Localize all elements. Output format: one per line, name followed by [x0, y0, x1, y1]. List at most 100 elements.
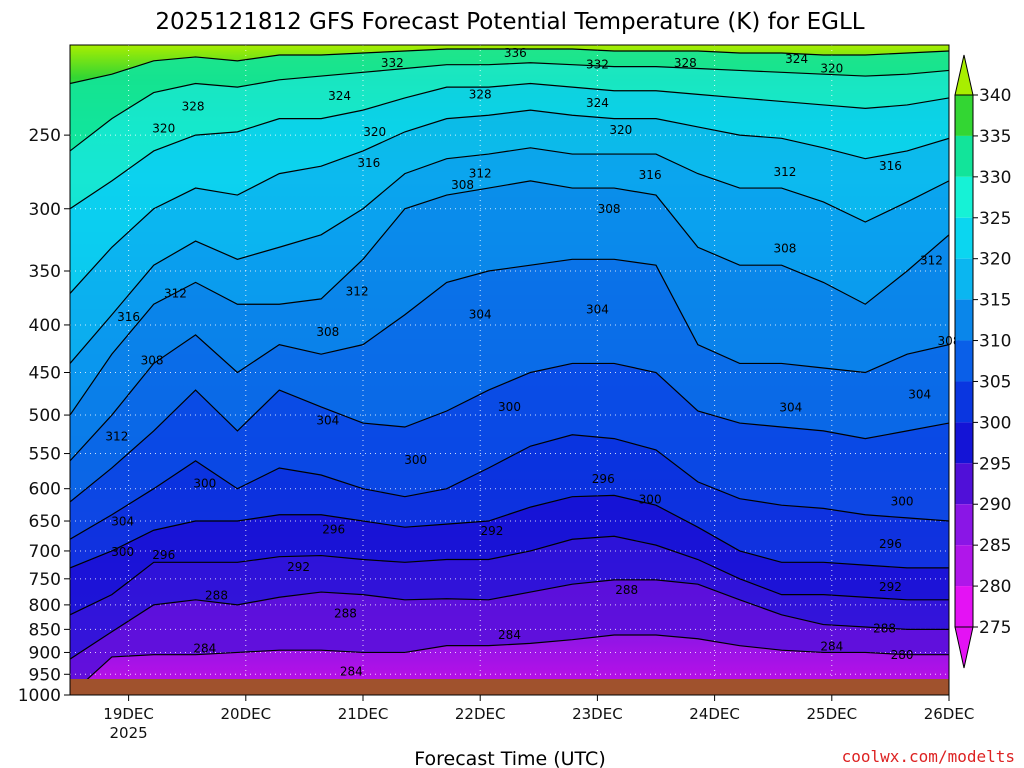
- contour-label: 312: [773, 165, 796, 179]
- x-tick-label-23DEC: 23DEC: [572, 705, 623, 723]
- contour-label: 296: [322, 523, 345, 537]
- y-tick-label-350: 350: [29, 262, 61, 282]
- colorbar-label-280: 280: [979, 577, 1011, 597]
- y-axis-ticks: 250 300 350 400 450 500 550 600 650 700 750 800 850 9…: [18, 126, 70, 706]
- contour-label: 332: [381, 56, 404, 70]
- terrain-surface: [70, 679, 949, 695]
- contour-label: 308: [141, 354, 164, 368]
- contour-label: 308: [451, 178, 474, 192]
- contour-label: 312: [105, 429, 128, 443]
- contour-label: 304: [316, 414, 339, 428]
- isentrope-288: [70, 579, 949, 660]
- colorbar-label-325: 325: [979, 209, 1011, 229]
- colorbar-label-310: 310: [979, 332, 1011, 352]
- y-tick-label-650: 650: [29, 512, 61, 532]
- contour-label: 312: [164, 286, 187, 300]
- colorbar-segment-335: [955, 135, 973, 177]
- contour-label: 328: [674, 56, 697, 70]
- temperature-band-300: [70, 363, 949, 540]
- temperature-band-324: [70, 62, 949, 209]
- contour-label: 300: [639, 492, 662, 506]
- colorbar-label-295: 295: [979, 454, 1011, 474]
- chart-title: 2025121812 GFS Forecast Potential Temper…: [155, 9, 864, 35]
- temperature-band-284: [70, 579, 949, 695]
- contour-label: 316: [639, 168, 662, 182]
- contour-label: 284: [193, 641, 216, 655]
- contour-label: 292: [287, 560, 310, 574]
- contour-label: 312: [346, 284, 369, 298]
- y-tick-label-500: 500: [29, 406, 61, 426]
- contour-label: 328: [182, 100, 205, 114]
- contour-label: 320: [820, 62, 843, 76]
- contour-label: 304: [779, 401, 802, 415]
- contour-label: 296: [592, 472, 615, 486]
- contour-label: 312: [469, 167, 492, 181]
- isentrope-316: [70, 147, 949, 364]
- contour-label: 316: [357, 156, 380, 170]
- isentrope-320: [70, 109, 949, 294]
- isentrope-308: [70, 258, 949, 462]
- contour-label: 300: [193, 476, 216, 490]
- y-tick-label-700: 700: [29, 542, 61, 562]
- x-axis-label: Forecast Time (UTC): [414, 748, 605, 768]
- y-tick-label-800: 800: [29, 596, 61, 616]
- isentrope-300: [70, 434, 949, 540]
- contour-label: 324: [785, 52, 808, 66]
- contour-label: 284: [820, 640, 843, 654]
- colorbar-label-340: 340: [979, 86, 1011, 106]
- x-tick-label-25DEC: 25DEC: [807, 705, 858, 723]
- contour-label: 320: [609, 123, 632, 137]
- colorbar-label-320: 320: [979, 250, 1011, 270]
- contour-label: 300: [111, 545, 134, 559]
- colorbar-segment-320: [955, 258, 973, 300]
- temperature-band-312: [70, 147, 949, 416]
- y-tick-label-1000: 1000: [18, 686, 61, 706]
- isentrope-296: [70, 494, 949, 569]
- colorbar-segment-300: [955, 422, 973, 464]
- y-tick-label-600: 600: [29, 480, 61, 500]
- colorbar-top-arrow: [954, 54, 974, 96]
- isentrope-304: [70, 362, 949, 503]
- contour-label: 320: [152, 122, 175, 136]
- contour-label: 324: [586, 96, 609, 110]
- isentrope-324: [70, 82, 949, 210]
- contour-label: 316: [117, 310, 140, 324]
- colorbar-label-290: 290: [979, 495, 1011, 515]
- credit-link[interactable]: coolwx.com/modelts: [842, 747, 1015, 766]
- temperature-band-316: [70, 110, 949, 364]
- colorbar-segment-330: [955, 176, 973, 218]
- temperature-band-288: [70, 536, 949, 660]
- colorbar-bottom-arrow: [954, 626, 974, 669]
- contour-label: 292: [879, 580, 902, 594]
- y-tick-label-450: 450: [29, 364, 61, 384]
- contour-label: 304: [111, 515, 134, 529]
- contour-label: 332: [586, 58, 609, 72]
- x-tick-label-21DEC: 21DEC: [338, 705, 389, 723]
- contour-label: 316: [879, 159, 902, 173]
- isentrope-contours: [70, 48, 949, 695]
- isentrope-284: [70, 634, 949, 695]
- isentrope-312: [70, 180, 949, 416]
- colorbar-label-285: 285: [979, 536, 1011, 556]
- x-tick-label-22DEC: 22DEC: [455, 705, 506, 723]
- contour-label: 288: [873, 621, 896, 635]
- contour-label: 312: [920, 253, 943, 267]
- colorbar-label-300: 300: [979, 413, 1011, 433]
- y-tick-label-750: 750: [29, 570, 61, 590]
- contour-label: 336: [504, 46, 527, 60]
- isentrope-328: [70, 62, 949, 152]
- contour-label: 320: [363, 125, 386, 139]
- colorbar-label-335: 335: [979, 127, 1011, 147]
- contour-label: 304: [586, 303, 609, 317]
- colorbar-segment-295: [955, 463, 973, 505]
- colorbar-segment-290: [955, 504, 973, 546]
- y-tick-label-300: 300: [29, 200, 61, 220]
- contour-label: 292: [480, 524, 503, 538]
- contour-label: 300: [404, 453, 427, 467]
- y-tick-label-900: 900: [29, 643, 61, 663]
- x-tick-label-26DEC: 26DEC: [924, 705, 975, 723]
- contour-label: 296: [152, 548, 175, 562]
- contour-label: 288: [615, 583, 638, 597]
